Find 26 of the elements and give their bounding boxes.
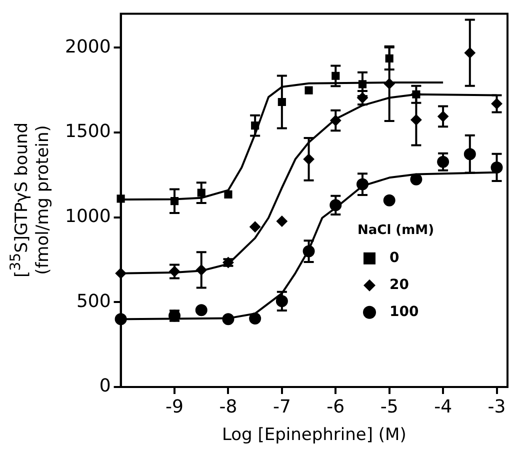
legend-label: 100 [390, 304, 419, 320]
x-tick-label: -9 [166, 396, 184, 418]
point [195, 304, 208, 316]
point [249, 312, 262, 324]
point [222, 313, 234, 326]
point [250, 221, 261, 232]
point [224, 190, 232, 198]
x-tick-label: -5 [380, 396, 398, 418]
point [410, 173, 422, 186]
y-tick-label: 0 [99, 376, 111, 397]
point [304, 86, 313, 94]
legend-label: 0 [390, 250, 400, 266]
point [383, 194, 396, 206]
point [276, 216, 288, 227]
x-tick-label: -3 [488, 396, 506, 418]
legend-title: NaCl (mM) [358, 222, 434, 238]
y-tick-label: 500 [76, 290, 111, 312]
y-tick-label: 1000 [64, 206, 111, 228]
x-axis-title: Log [Epinephrine] (M) [222, 425, 406, 446]
y-tick-label: 2000 [64, 36, 111, 58]
x-tick-label: -7 [272, 396, 291, 418]
y-tick-label: 1500 [64, 121, 111, 142]
x-tick-label: -8 [219, 396, 238, 418]
legend-label: 20 [390, 277, 410, 294]
x-tick-label: -4 [434, 396, 452, 418]
x-tick-label: -6 [326, 396, 345, 418]
